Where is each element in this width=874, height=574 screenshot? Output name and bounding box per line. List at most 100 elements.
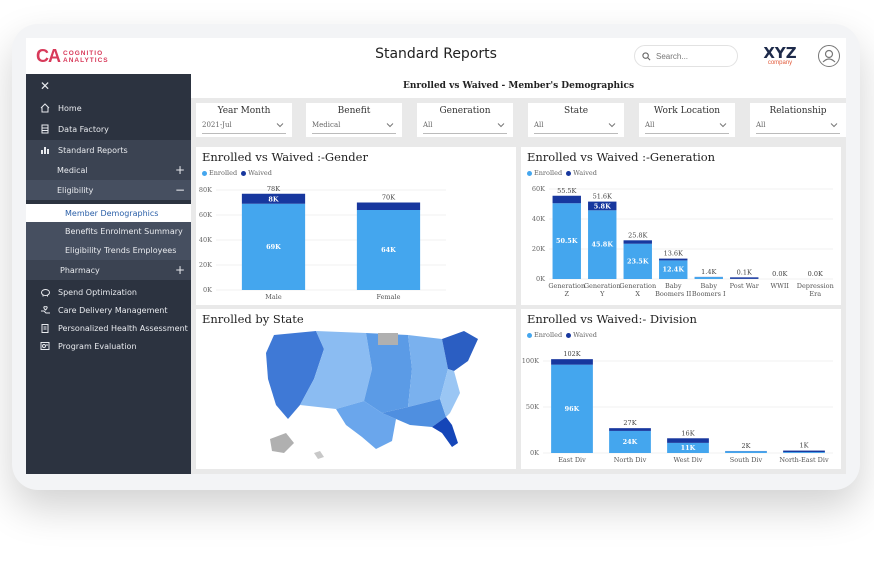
filter-work-location[interactable]: Work Location All [639, 103, 735, 137]
sidebar-item-label: Pharmacy [60, 265, 100, 275]
filter-value: All [534, 121, 544, 129]
legend-waived-label: Waived [248, 169, 272, 177]
x-tick-label: Boomers II [655, 290, 692, 298]
map-region-northeast[interactable] [442, 331, 478, 371]
filter-dropdown[interactable]: 2021-Jul [202, 121, 286, 134]
filter-dropdown[interactable]: All [423, 121, 507, 134]
sidebar-item-care-delivery[interactable]: Care Delivery Management [26, 301, 191, 319]
filter-year-month[interactable]: Year Month 2021-Jul [196, 103, 292, 137]
filter-dropdown[interactable]: All [756, 121, 840, 134]
sidebar-close[interactable]: ✕ [26, 77, 191, 95]
sidebar-item-standard-reports[interactable]: Standard Reports [26, 140, 191, 160]
bar-enrolled-label: 24K [623, 438, 638, 446]
y-tick-label: 40K [199, 236, 212, 244]
x-tick-label: Female [377, 293, 401, 301]
legend-enrolled-label: Enrolled [209, 169, 238, 177]
company-logo[interactable]: CA COGNITIO ANALYTICS [36, 46, 109, 67]
y-tick-label: 60K [532, 185, 545, 193]
logo-mark: CA [36, 46, 61, 66]
gender-chart-panel: Enrolled vs Waived :-Gender Enrolled Wai… [196, 147, 516, 305]
bar-waived [551, 359, 593, 365]
legend-waived-label: Waived [573, 169, 597, 177]
legend-enrolled-swatch [527, 170, 532, 176]
map-region-hawaii[interactable] [314, 451, 324, 459]
sidebar-item-data-factory[interactable]: Data Factory [26, 120, 191, 138]
sidebar-item-pharmacy[interactable]: Pharmacy + [26, 260, 191, 280]
expand-icon[interactable]: + [174, 163, 185, 177]
legend-waived-swatch [566, 170, 572, 176]
sidebar-item-program-evaluation[interactable]: Program Evaluation [26, 337, 191, 355]
y-tick-label: 20K [532, 245, 545, 253]
search-input[interactable]: Search... [656, 51, 689, 61]
client-logo-sub: company [767, 60, 793, 66]
sidebar-item-benefits-enrolment-summary[interactable]: Benefits Enrolment Summary [26, 222, 191, 241]
sidebar-item-label: Data Factory [58, 124, 109, 134]
bar-total-label: 102K [563, 350, 580, 358]
map-region-south[interactable] [382, 399, 446, 427]
search-box[interactable]: Search... [634, 45, 738, 67]
bar-total-label: 1.4K [701, 268, 716, 276]
logo-line-1: COGNITIO [63, 49, 104, 57]
collapse-icon[interactable]: − [174, 183, 185, 197]
report-dashboard: Enrolled vs Waived - Member's Demographi… [191, 74, 846, 474]
y-tick-label: 0K [203, 286, 212, 294]
expand-icon[interactable]: + [174, 263, 185, 277]
bar-total-label: 55.5K [557, 187, 576, 195]
map-region-alaska[interactable] [270, 433, 294, 453]
user-avatar[interactable] [818, 45, 840, 67]
filter-dropdown[interactable]: Medical [312, 121, 396, 134]
map-region-plains[interactable] [364, 333, 412, 413]
division-chart-panel: Enrolled vs Waived:- Division Enrolled W… [521, 309, 841, 469]
chevron-down-icon[interactable] [276, 121, 284, 129]
sidebar-item-spend-optimization[interactable]: Spend Optimization [26, 283, 191, 301]
filter-dropdown[interactable]: All [645, 121, 729, 134]
chevron-down-icon[interactable] [608, 121, 616, 129]
us-state-map[interactable] [196, 309, 516, 469]
filter-relationship[interactable]: Relationship All [750, 103, 846, 137]
legend-waived-swatch [566, 332, 572, 338]
map-region-southeast[interactable] [440, 369, 460, 417]
filter-state[interactable]: State All [528, 103, 624, 137]
page-title: Standard Reports [375, 46, 497, 62]
filter-value: All [645, 121, 655, 129]
bar-enrolled [694, 277, 723, 279]
sidebar-item-home[interactable]: Home [26, 99, 191, 117]
filter-label: Relationship [769, 106, 827, 116]
filter-dropdown[interactable]: All [534, 121, 618, 134]
bar-total-label: 0.1K [737, 268, 752, 276]
chevron-down-icon[interactable] [719, 121, 727, 129]
sidebar-item-eligibility-trends[interactable]: Eligibility Trends Employees [26, 241, 191, 260]
sidebar-item-eligibility[interactable]: Eligibility − [26, 180, 191, 200]
map-title: Enrolled by State [202, 312, 304, 326]
map-region-mountain[interactable] [300, 331, 372, 409]
sidebar-item-health-assessment[interactable]: Personalized Health Assessment [26, 319, 191, 337]
sidebar-item-label: Program Evaluation [58, 341, 137, 351]
gender-chart: 0K 20K 40K 60K 80K 69K 8K 78K Male 64K 70K Female [199, 185, 446, 301]
sidebar-item-member-demographics[interactable]: Member Demographics [26, 204, 191, 222]
map-region-midwest[interactable] [408, 335, 448, 407]
bar-enrolled [623, 243, 652, 279]
sidebar-item-label: Care Delivery Management [58, 305, 168, 315]
close-icon[interactable]: ✕ [40, 79, 51, 93]
map-region-florida[interactable] [432, 417, 458, 447]
sidebar-item-medical[interactable]: Medical + [26, 160, 191, 180]
map-region-north-dakota[interactable] [378, 333, 398, 345]
filter-benefit[interactable]: Benefit Medical [306, 103, 402, 137]
x-tick-label: Y [599, 290, 605, 298]
chart-legend: Enrolled Waived [527, 169, 597, 177]
division-chart: 0K 50K 100K 96K 102K East Div 24K 27K North Div 1… [522, 350, 833, 464]
bar-total-label: 78K [267, 185, 280, 193]
map-region-west[interactable] [266, 331, 324, 419]
chevron-down-icon[interactable] [386, 121, 394, 129]
piggy-bank-icon [38, 287, 52, 297]
x-tick-label: Baby [701, 282, 718, 290]
chevron-down-icon[interactable] [497, 121, 505, 129]
y-tick-label: 20K [199, 261, 212, 269]
logo-text: COGNITIO ANALYTICS [63, 50, 109, 64]
chevron-down-icon[interactable] [830, 121, 838, 129]
bar-waived [659, 258, 688, 261]
map-region-texas[interactable] [336, 401, 396, 449]
filter-generation[interactable]: Generation All [417, 103, 513, 137]
bar-enrolled-label: 45.8K [592, 241, 614, 249]
state-map-panel: Enrolled by State [196, 309, 516, 469]
